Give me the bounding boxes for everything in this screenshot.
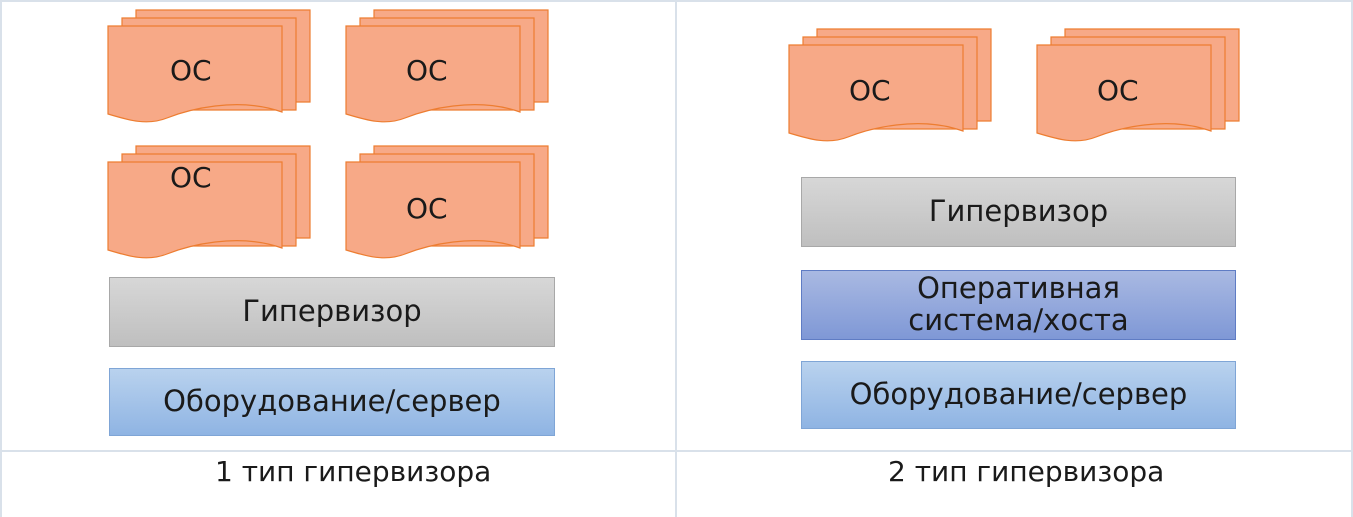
type1-os-label: ОС	[406, 192, 448, 225]
os-sheet-shape	[107, 25, 283, 123]
type2-host-os-label: Оперативная система/хоста	[908, 271, 1129, 337]
os-stack-icon	[345, 145, 549, 259]
type2-hypervisor-block: Гипервизор	[801, 177, 1236, 247]
os-sheet-shape	[107, 161, 283, 259]
type1-os-label: ОС	[406, 54, 448, 87]
table-divider-horizontal	[0, 450, 1353, 452]
os-stack-icon	[107, 9, 311, 123]
type2-hardware-block: Оборудование/сервер	[801, 361, 1236, 429]
type1-os-stack: ОС	[345, 9, 556, 123]
os-stack-icon	[788, 28, 992, 142]
type2-caption: 2 тип гипервизора	[888, 455, 1165, 488]
os-sheet-shape	[345, 161, 521, 259]
type2-os-stack: ОС	[1036, 28, 1247, 142]
os-stack-icon	[345, 9, 549, 123]
os-sheet-shape	[1036, 44, 1212, 142]
type1-hardware-block: Оборудование/сервер	[109, 368, 555, 436]
type2-os-stack: ОС	[788, 28, 999, 142]
type1-caption: 1 тип гипервизора	[215, 455, 492, 488]
type2-host-os-block: Оперативная система/хоста	[801, 270, 1236, 340]
type1-os-label: ОС	[170, 161, 212, 194]
os-stack-icon	[107, 145, 311, 259]
type1-os-stack: ОС	[345, 145, 556, 259]
type1-os-stack: ОС	[107, 9, 318, 123]
type1-os-stack: ОС	[107, 145, 318, 259]
table-divider-vertical	[675, 0, 677, 517]
table-border-left	[0, 0, 2, 517]
os-sheet-shape	[788, 44, 964, 142]
type2-os-label: ОС	[1097, 74, 1139, 107]
table-border-right	[1351, 0, 1353, 517]
type1-hypervisor-block: Гипервизор	[109, 277, 555, 347]
os-sheet-shape	[345, 25, 521, 123]
type1-os-label: ОС	[170, 54, 212, 87]
type2-os-label: ОС	[849, 74, 891, 107]
os-stack-icon	[1036, 28, 1240, 142]
